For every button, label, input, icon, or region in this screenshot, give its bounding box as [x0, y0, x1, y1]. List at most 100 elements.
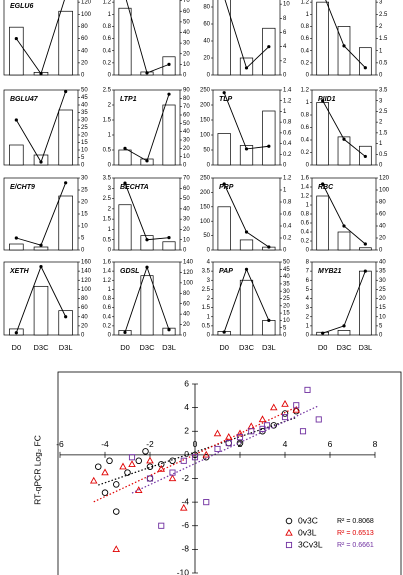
y-tick-label: 0.6 [103, 305, 112, 311]
y2-tick-label: 100 [81, 12, 92, 18]
y2-tick-label: 0 [81, 163, 85, 169]
y-tick-label: 3 [306, 305, 310, 311]
y-tick-label: 0.6 [301, 221, 310, 227]
x-tick-label: -4 [101, 439, 109, 449]
point [142, 448, 149, 455]
line-point [342, 44, 346, 48]
bar [9, 243, 24, 251]
y-tick-label: 0 [108, 248, 112, 254]
legend-marker [285, 528, 293, 536]
y-tick-label: 1.5 [103, 217, 112, 223]
y2-tick-label: 0 [183, 333, 187, 339]
y-tick-label: 50 [203, 233, 210, 239]
line [16, 182, 67, 246]
y-tick-label: -4 [181, 496, 189, 506]
point [101, 468, 109, 476]
y2-tick-label: 0 [379, 248, 383, 254]
y2-tick-label: 0 [283, 163, 287, 169]
y2-tick-label: 0 [283, 333, 287, 339]
y2-tick-label: 10 [183, 62, 190, 68]
y2-tick-label: 15 [283, 311, 290, 317]
y2-tick-label: 15 [379, 305, 386, 311]
y-tick-label: 7 [306, 269, 310, 275]
y2-tick-label: 20 [183, 51, 190, 57]
y-tick-label: 6 [306, 278, 310, 284]
y-tick-label: 4 [184, 402, 189, 412]
point [157, 464, 166, 472]
y2-tick-label: 40 [81, 314, 88, 320]
y-tick-label: 2.5 [103, 88, 112, 94]
bar [140, 235, 154, 251]
y-tick-label: 8 [306, 260, 310, 266]
x-tick-label: D0 [120, 343, 130, 352]
bar [118, 149, 132, 166]
y2-tick-label: 30 [183, 41, 190, 47]
line-point [267, 144, 271, 148]
y2-tick-label: 120 [81, 0, 92, 6]
line-point [321, 331, 325, 335]
line-point [14, 118, 18, 122]
y-tick-label: 1.4 [301, 185, 310, 191]
point [214, 445, 221, 453]
y2-tick-label: 20 [183, 322, 190, 328]
x-tick-label: D3L [262, 343, 276, 352]
y-tick-label: 0 [184, 449, 189, 459]
y2-tick-label: 10 [283, 2, 290, 8]
y2-tick-label: 1 [379, 48, 383, 54]
y-tick-label: -10 [177, 567, 190, 575]
line [15, 0, 65, 75]
y-tick-label: 0.2 [103, 60, 112, 66]
point [224, 433, 233, 440]
point [89, 476, 98, 484]
bar [316, 1, 329, 76]
y2-tick-label: 0.6 [283, 212, 292, 218]
y-tick-label: 1.2 [301, 0, 310, 6]
panel-title: E/CHT9 [10, 184, 35, 191]
line-point [39, 160, 43, 164]
y2-tick-label: 15 [81, 212, 88, 218]
y2-tick-label: 0 [81, 333, 85, 339]
y-tick-label: 50 [203, 148, 210, 154]
y2-tick-label: 140 [81, 269, 92, 275]
line-point [14, 236, 18, 240]
y2-tick-label: 3 [379, 98, 383, 104]
point [169, 457, 176, 465]
bar [337, 330, 351, 336]
point [202, 450, 211, 458]
y-tick-label: 5 [306, 287, 310, 293]
point [134, 486, 143, 493]
point [157, 461, 165, 468]
bar [337, 231, 351, 251]
plot-frame [57, 371, 402, 575]
y2-tick-label: 40 [81, 103, 88, 109]
y2-tick-label: 1 [283, 188, 287, 194]
line-point [244, 230, 249, 234]
line-point [64, 315, 68, 319]
line-point [167, 236, 171, 240]
point [270, 422, 278, 429]
y-tick-label: 0.2 [301, 60, 310, 66]
y2-tick-label: 4 [283, 44, 287, 50]
y-tick-label: 1 [108, 227, 112, 233]
point [236, 434, 244, 441]
y-tick-label: 0.6 [103, 36, 112, 42]
y-tick-label: 1.2 [301, 194, 310, 200]
bar [58, 195, 73, 251]
y2-tick-label: 60 [183, 186, 190, 192]
y2-tick-label: 80 [81, 296, 88, 302]
point [169, 469, 176, 476]
bar [140, 275, 154, 336]
panel-title: GDSL [120, 268, 139, 275]
bar [162, 104, 176, 166]
y2-tick-label: 1.2 [283, 176, 292, 182]
y-tick-label: 0.4 [103, 314, 112, 320]
y2-tick-label: 25 [81, 188, 88, 194]
panel-title: PRP [219, 184, 234, 191]
bar [239, 239, 254, 251]
line-point [167, 62, 171, 66]
y-tick-label: 0.8 [103, 296, 112, 302]
point [146, 456, 154, 464]
y2-tick-label: 10 [283, 318, 290, 324]
point [304, 386, 311, 393]
